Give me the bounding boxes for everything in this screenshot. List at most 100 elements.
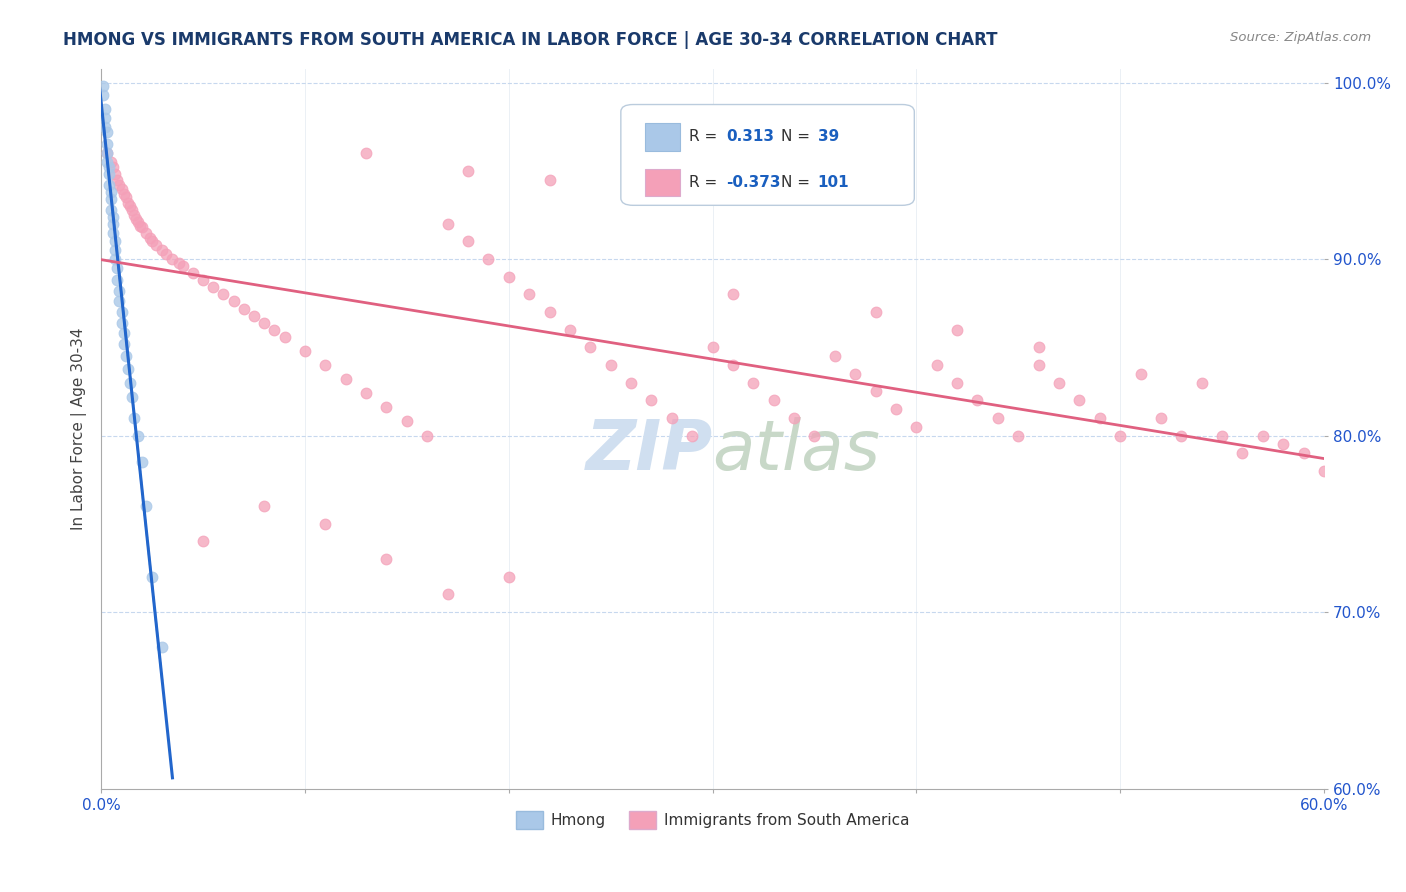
Point: [202, 280, 225, 294]
Point: [131, 220, 153, 235]
Point: [96, 146, 118, 161]
Point: [1047, 376, 1070, 390]
Text: N =: N =: [780, 175, 815, 190]
Point: [155, 247, 177, 261]
Point: [1191, 376, 1213, 390]
Point: [110, 181, 132, 195]
Point: [107, 260, 129, 275]
Point: [112, 336, 135, 351]
Point: [122, 208, 145, 222]
Point: [457, 235, 479, 249]
Point: [91, 87, 114, 102]
Point: [436, 217, 458, 231]
Point: [620, 376, 643, 390]
Point: [150, 640, 173, 655]
Point: [1129, 367, 1152, 381]
Point: [742, 376, 765, 390]
Point: [222, 294, 245, 309]
Point: [1211, 428, 1233, 442]
Point: [118, 376, 141, 390]
Point: [100, 202, 122, 217]
Point: [104, 235, 127, 249]
Text: atlas: atlas: [713, 417, 880, 483]
Point: [1170, 428, 1192, 442]
Point: [117, 361, 139, 376]
Point: [517, 287, 540, 301]
Point: [150, 244, 173, 258]
Point: [172, 259, 194, 273]
Point: [100, 192, 122, 206]
Point: [117, 195, 139, 210]
Point: [803, 428, 825, 442]
Point: [946, 376, 969, 390]
Point: [702, 340, 724, 354]
Point: [118, 199, 141, 213]
Point: [141, 570, 163, 584]
Point: [375, 552, 398, 566]
Point: [681, 428, 703, 442]
Point: [477, 252, 499, 266]
Point: [94, 111, 117, 125]
Point: [96, 146, 118, 161]
Point: [335, 372, 357, 386]
Y-axis label: In Labor Force | Age 30-34: In Labor Force | Age 30-34: [72, 327, 87, 530]
Point: [1150, 411, 1173, 425]
Point: [91, 79, 114, 94]
Point: [436, 587, 458, 601]
Point: [416, 428, 439, 442]
Point: [314, 358, 336, 372]
Point: [865, 305, 887, 319]
Point: [127, 215, 149, 229]
Legend: Hmong, Immigrants from South America: Hmong, Immigrants from South America: [509, 805, 915, 835]
Point: [762, 393, 785, 408]
Point: [96, 137, 118, 152]
Point: [1109, 428, 1132, 442]
Point: [139, 231, 162, 245]
Bar: [645, 123, 679, 151]
Point: [98, 168, 121, 182]
Point: [946, 323, 969, 337]
Point: [640, 393, 662, 408]
Point: [191, 534, 214, 549]
Point: [579, 340, 602, 354]
Point: [1069, 393, 1091, 408]
Point: [103, 226, 125, 240]
Point: [121, 202, 143, 217]
Text: R =: R =: [689, 175, 723, 190]
Point: [457, 164, 479, 178]
Point: [104, 168, 127, 182]
Point: [127, 428, 149, 442]
Point: [273, 330, 295, 344]
Point: [167, 255, 190, 269]
Point: [1007, 428, 1029, 442]
Point: [721, 358, 744, 372]
Point: [141, 235, 163, 249]
Point: [104, 252, 127, 266]
Point: [108, 178, 131, 192]
Point: [135, 499, 157, 513]
Point: [1313, 464, 1336, 478]
Point: [114, 190, 136, 204]
Point: [314, 516, 336, 531]
Point: [987, 411, 1010, 425]
Point: [212, 287, 235, 301]
Point: [661, 411, 683, 425]
Point: [162, 252, 184, 266]
Point: [110, 305, 132, 319]
Point: [103, 217, 125, 231]
Point: [107, 172, 129, 186]
Point: [114, 349, 136, 363]
Point: [253, 499, 276, 513]
Point: [844, 367, 866, 381]
Point: [125, 211, 148, 226]
Point: [108, 284, 131, 298]
Point: [128, 219, 150, 233]
Point: [294, 343, 316, 358]
Text: N =: N =: [780, 129, 815, 145]
Point: [100, 185, 122, 199]
Point: [121, 390, 143, 404]
Point: [94, 102, 117, 116]
Point: [538, 305, 561, 319]
Point: [498, 269, 520, 284]
Point: [1292, 446, 1315, 460]
